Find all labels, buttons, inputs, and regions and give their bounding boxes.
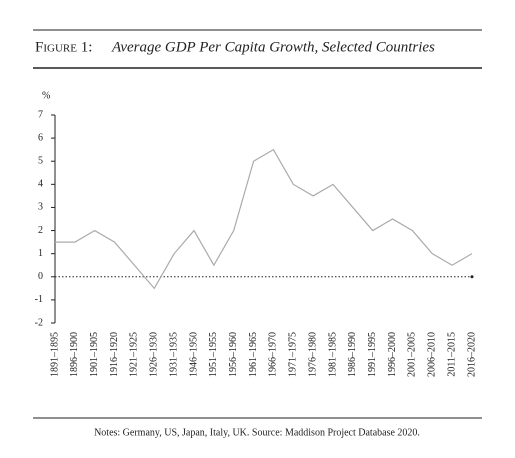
x-tick-label: 2006–2010 bbox=[427, 332, 438, 377]
y-tick-label: -1 bbox=[35, 294, 43, 305]
x-tick-label: 1931–1935 bbox=[168, 332, 179, 377]
x-tick-label: 1896–1900 bbox=[69, 332, 80, 377]
y-tick-label: 7 bbox=[38, 109, 43, 120]
y-tick-label: 2 bbox=[38, 225, 43, 236]
x-tick-label: 1901–1905 bbox=[89, 332, 100, 377]
x-tick-label: 2011–2015 bbox=[446, 332, 457, 377]
chart-title: Average GDP Per Capita Growth, Selected … bbox=[111, 39, 435, 55]
x-tick-label: 1951–1955 bbox=[208, 332, 219, 377]
x-tick-label: 1946–1950 bbox=[188, 332, 199, 377]
y-tick-label: 0 bbox=[38, 271, 43, 282]
y-axis-label: % bbox=[42, 90, 50, 101]
data-line bbox=[55, 148, 473, 290]
notes: Notes: Germany, US, Japan, Italy, UK. So… bbox=[94, 427, 420, 438]
y-tick-label: 5 bbox=[38, 156, 43, 167]
x-tick-label: 1961–1965 bbox=[248, 332, 259, 377]
x-tick-label: 2016–2020 bbox=[466, 332, 477, 377]
x-tick-label: 1926–1930 bbox=[149, 332, 160, 377]
x-tick-label: 1971–1975 bbox=[288, 332, 299, 377]
x-tick-label: 1916–1920 bbox=[109, 332, 120, 377]
x-tick-label: 1966–1970 bbox=[268, 332, 279, 377]
y-tick-label: 3 bbox=[38, 202, 43, 213]
y-tick-label: 1 bbox=[38, 248, 43, 259]
x-tick-label: 2001–2005 bbox=[407, 332, 418, 377]
y-tick-label: 4 bbox=[38, 179, 43, 190]
figure-label: Figure 1: bbox=[35, 39, 92, 55]
y-tick-label: 6 bbox=[38, 132, 43, 143]
x-tick-label: 1956–1960 bbox=[228, 332, 239, 377]
x-tick-label: 1996–2000 bbox=[387, 332, 398, 377]
x-tick-label: 1891–1895 bbox=[49, 332, 60, 377]
x-tick-label: 1921–1925 bbox=[129, 332, 140, 377]
x-tick-label: 1991–1995 bbox=[367, 332, 378, 377]
x-tick-label: 1981–1985 bbox=[327, 332, 338, 377]
x-tick-label: 1976–1980 bbox=[307, 332, 318, 377]
x-tick-label: 1986–1990 bbox=[347, 332, 358, 377]
zero-line-end bbox=[470, 275, 474, 279]
y-tick-label: -2 bbox=[35, 317, 43, 328]
